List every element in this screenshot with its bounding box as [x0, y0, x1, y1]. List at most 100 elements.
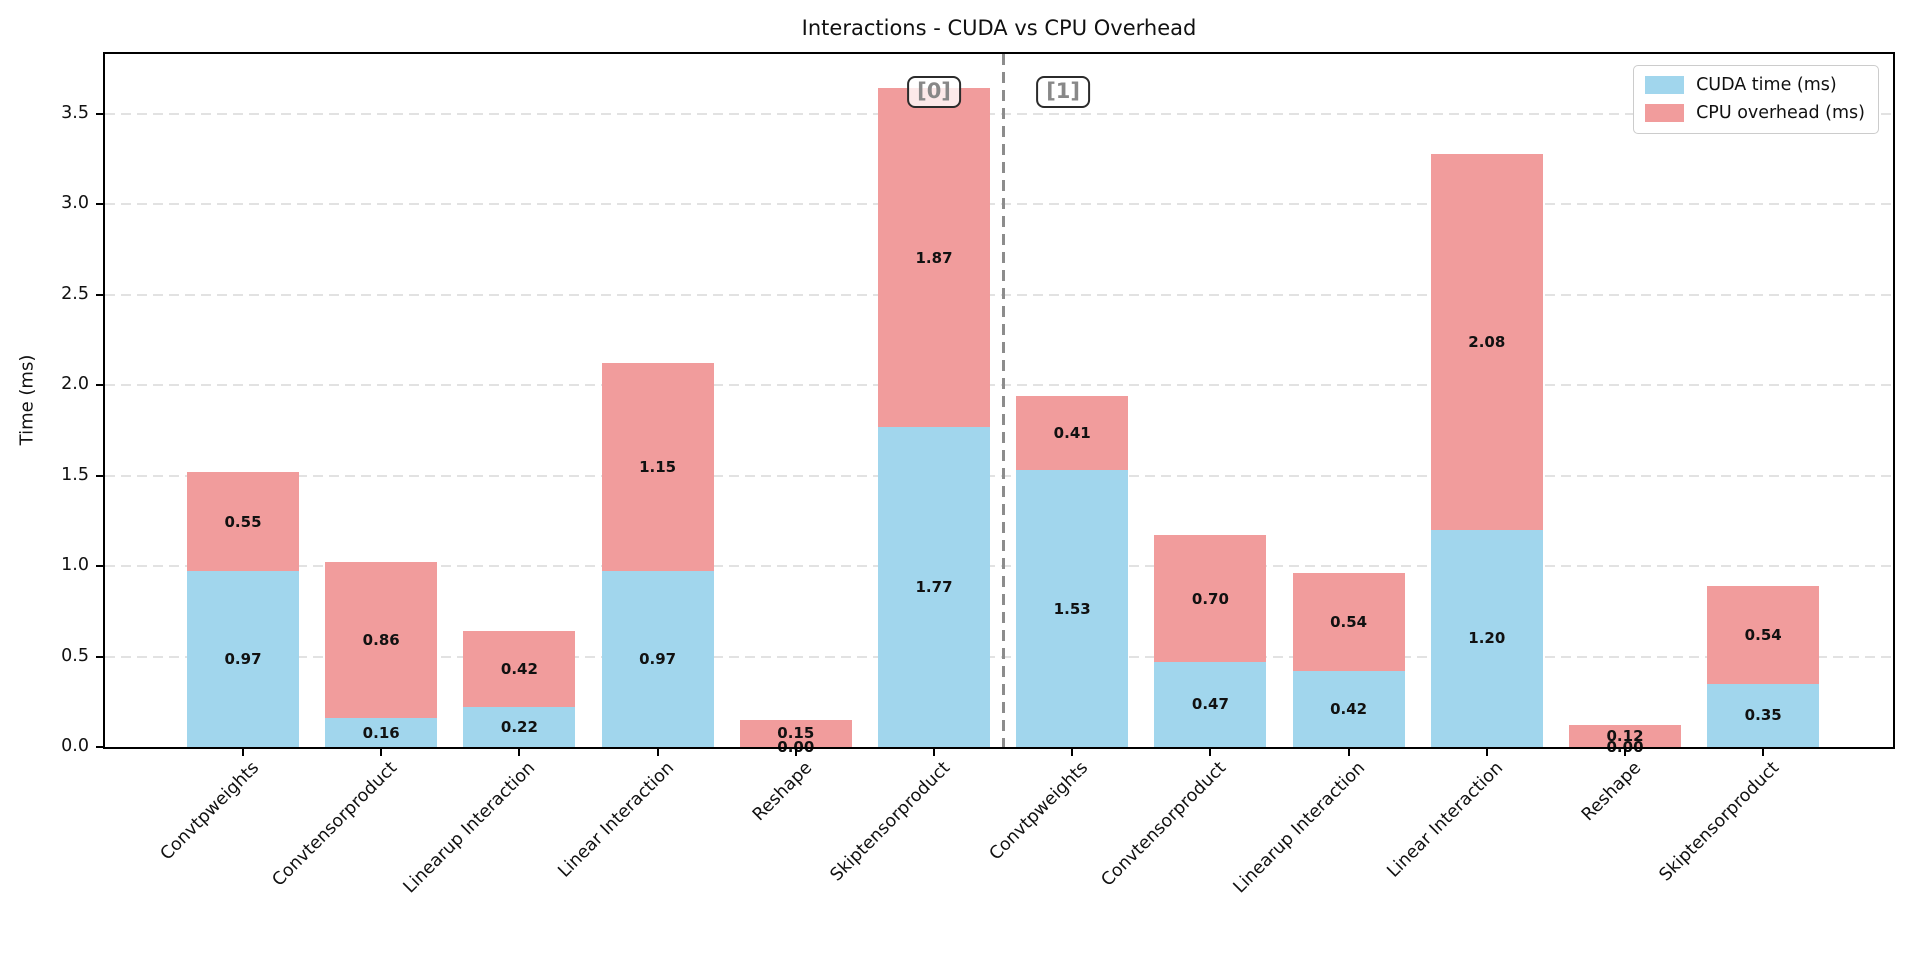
- cuda-bar-segment: [601, 571, 714, 747]
- x-tick-label: Convtensorproduct: [1098, 758, 1231, 891]
- cuda-value-label: 1.53: [1053, 599, 1091, 618]
- x-tick: [933, 747, 935, 756]
- y-tick: [96, 293, 105, 296]
- x-tick-label: Skiptensorproduct: [1655, 758, 1784, 886]
- y-tick: [96, 565, 105, 568]
- chart-title: Interactions - CUDA vs CPU Overhead: [801, 16, 1197, 40]
- cpu-bar-segment: [1016, 395, 1129, 471]
- x-tick-label: Linear Interaction: [554, 758, 678, 882]
- gridline: [105, 384, 1893, 387]
- cuda-bar-segment: [463, 707, 576, 747]
- cpu-value-label: 0.12: [1606, 727, 1644, 746]
- group-marker: [0]: [907, 76, 961, 108]
- cuda-value-label: 0.16: [362, 723, 400, 742]
- cpu-bar-segment: [463, 631, 576, 708]
- cuda-bar-segment: [1430, 529, 1543, 747]
- legend-label-cuda: CUDA time (ms): [1696, 75, 1837, 95]
- x-tick-label: Linear Interaction: [1383, 758, 1507, 882]
- cuda-value-label: 0.97: [224, 650, 262, 669]
- cuda-value-label: 0.22: [500, 718, 538, 737]
- y-tick: [96, 474, 105, 477]
- cpu-value-label: 0.15: [777, 724, 815, 743]
- y-tick-label: 2.5: [61, 283, 89, 304]
- cuda-value-label: 1.77: [915, 577, 953, 596]
- cuda-value-label: 1.20: [1468, 629, 1506, 648]
- x-tick: [794, 747, 797, 756]
- cpu-value-label: 0.54: [1330, 613, 1368, 632]
- y-tick-label: 3.5: [61, 102, 89, 123]
- y-tick-label: 0.5: [61, 645, 89, 666]
- x-tick-label: Reshape: [1578, 758, 1646, 826]
- cuda-bar-segment: [325, 718, 438, 747]
- cuda-bar-segment: [1292, 671, 1405, 747]
- gridline: [105, 655, 1893, 658]
- cpu-value-label: 1.15: [639, 458, 677, 477]
- cuda-value-label: 0.47: [1191, 695, 1229, 714]
- cpu-bar-segment: [878, 88, 990, 427]
- cpu-bar-segment: [1292, 573, 1405, 671]
- cpu-bar-segment: [1569, 725, 1681, 747]
- x-tick: [656, 747, 659, 756]
- x-tick-label: Convtpweights: [985, 758, 1093, 865]
- cuda-value-label: 0.97: [639, 650, 677, 669]
- group-marker: [1]: [1036, 76, 1090, 108]
- plot-area: 0.970.550.160.860.220.420.971.150.000.15…: [61, 52, 1895, 897]
- y-tick-label: 3.0: [61, 193, 89, 214]
- gridline: [105, 565, 1893, 568]
- cuda-value-label: 0.35: [1744, 706, 1782, 725]
- y-tick: [96, 203, 105, 206]
- y-tick: [96, 655, 105, 658]
- cpu-bar-segment: [325, 562, 438, 719]
- gridline: [105, 293, 1893, 296]
- x-tick: [1347, 747, 1350, 756]
- x-tick: [242, 747, 244, 756]
- group-separator-line: [1001, 54, 1005, 747]
- x-tick: [1071, 747, 1074, 756]
- cpu-value-label: 0.41: [1053, 424, 1091, 443]
- cpu-value-label: 1.87: [915, 248, 953, 267]
- cpu-value-label: 0.54: [1744, 625, 1782, 644]
- y-tick: [96, 746, 105, 748]
- gridline: [105, 474, 1893, 477]
- cpu-value-label: 0.70: [1191, 589, 1229, 608]
- x-tick-label: Skiptensorproduct: [826, 758, 955, 886]
- cpu-swatch-icon: [1645, 104, 1685, 122]
- x-tick: [380, 747, 383, 756]
- x-tick-label: Convtpweights: [156, 758, 264, 865]
- x-tick-label: Linearup Interaction: [400, 758, 540, 898]
- cuda-bar-segment: [187, 571, 299, 747]
- cpu-bar-segment: [739, 719, 852, 747]
- x-tick: [518, 747, 521, 756]
- y-tick: [96, 384, 105, 387]
- x-tick: [1624, 747, 1626, 756]
- legend-item-cuda: CUDA time (ms): [1645, 75, 1865, 95]
- cuda-bar-segment: [1154, 661, 1267, 747]
- cpu-bar-segment: [1430, 153, 1543, 530]
- cuda-bar-segment: [878, 426, 990, 747]
- legend-item-cpu: CPU overhead (ms): [1645, 103, 1865, 123]
- x-tick: [1762, 747, 1765, 756]
- y-tick-label: 1.0: [61, 555, 89, 576]
- legend: CUDA time (ms) CPU overhead (ms): [1633, 65, 1879, 134]
- x-tick: [1485, 747, 1488, 756]
- cpu-value-label: 2.08: [1468, 332, 1506, 351]
- cuda-swatch-icon: [1645, 76, 1685, 94]
- y-tick-label: 1.5: [61, 464, 89, 485]
- gridline: [105, 112, 1893, 115]
- y-tick: [96, 112, 105, 115]
- y-axis-label: Time (ms): [16, 354, 38, 446]
- cuda-value-label: 0.42: [1330, 700, 1368, 718]
- legend-label-cpu: CPU overhead (ms): [1696, 103, 1865, 123]
- cuda-bar-segment: [1016, 470, 1129, 747]
- cpu-bar-segment: [1707, 585, 1820, 684]
- cpu-bar-segment: [187, 471, 299, 572]
- cuda-bar-segment: [1707, 683, 1820, 747]
- cpu-bar-segment: [601, 363, 714, 572]
- y-tick-label: 2.0: [61, 374, 89, 395]
- x-tick-label: Linearup Interaction: [1229, 758, 1369, 898]
- cpu-value-label: 0.42: [500, 660, 538, 679]
- cpu-value-label: 0.55: [224, 512, 262, 531]
- y-tick-label: 0.0: [61, 736, 89, 756]
- gridline: [105, 203, 1893, 206]
- x-tick-label: Convtensorproduct: [268, 758, 402, 891]
